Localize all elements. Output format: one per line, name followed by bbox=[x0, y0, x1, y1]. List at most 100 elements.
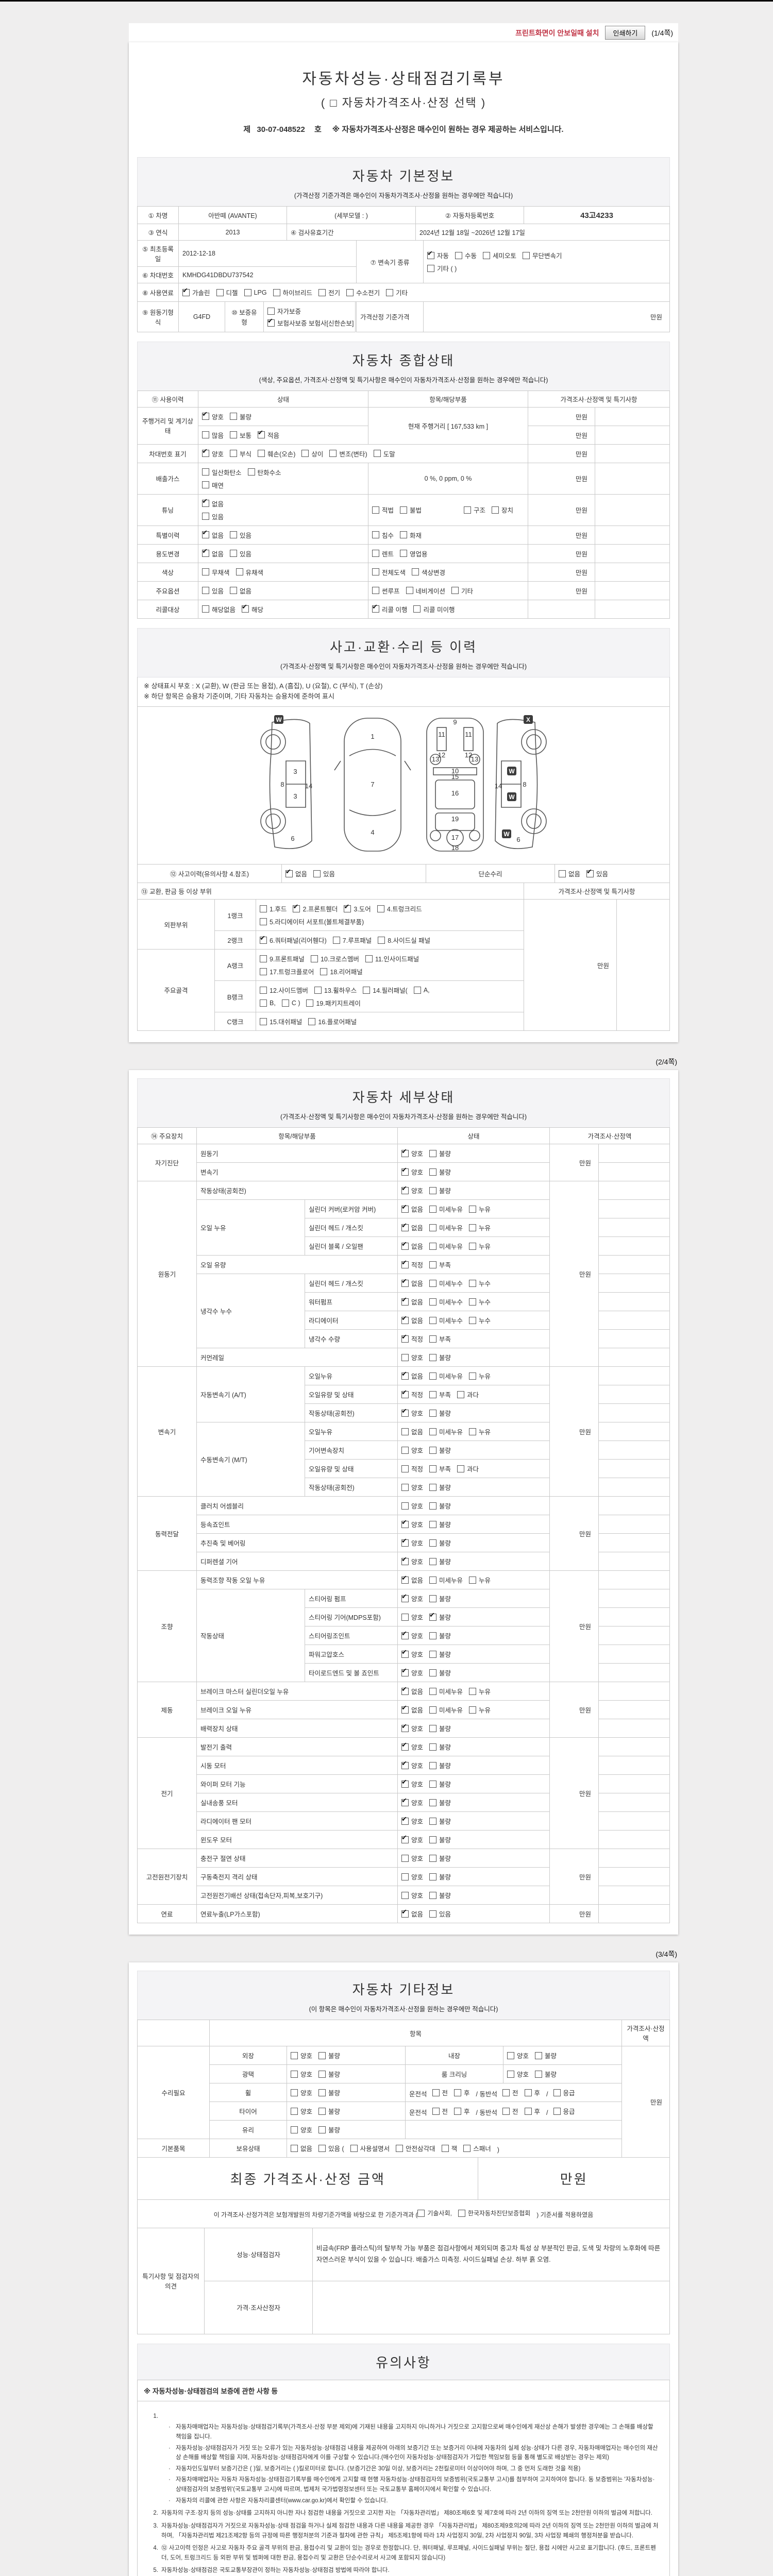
checkbox-icon[interactable] bbox=[507, 2070, 514, 2078]
checkbox-option[interactable]: 불량 bbox=[429, 1538, 451, 1548]
checkbox-option[interactable]: 양호 bbox=[401, 1147, 423, 1158]
checkbox-option[interactable]: 과다 bbox=[457, 1389, 479, 1399]
checkbox-option[interactable]: 불량 bbox=[429, 1779, 451, 1789]
checkbox-checked-icon[interactable] bbox=[401, 1797, 409, 1806]
checkbox-icon[interactable] bbox=[502, 2089, 510, 2096]
checkbox-icon[interactable] bbox=[291, 2107, 298, 2115]
checkbox-icon[interactable] bbox=[372, 568, 379, 575]
checkbox-icon[interactable] bbox=[230, 531, 238, 538]
checkbox-option[interactable]: 미세누유 bbox=[429, 1427, 463, 1436]
checkbox-option[interactable]: 불량 bbox=[429, 1649, 451, 1659]
checkbox-icon[interactable] bbox=[429, 1261, 437, 1268]
checkbox-option[interactable]: 없음 bbox=[230, 586, 251, 596]
checkbox-option[interactable]: 전기 bbox=[318, 287, 340, 297]
checkbox-icon[interactable] bbox=[365, 955, 373, 962]
checkbox-icon[interactable] bbox=[401, 1428, 409, 1435]
checkbox-icon[interactable] bbox=[429, 1595, 437, 1602]
checkbox-option[interactable]: 부족 bbox=[429, 1260, 451, 1269]
checkbox-checked-icon[interactable] bbox=[401, 1834, 409, 1843]
checkbox-icon[interactable] bbox=[429, 1372, 437, 1380]
checkbox-icon[interactable] bbox=[400, 531, 408, 538]
checkbox-option[interactable]: 양호 bbox=[401, 1612, 423, 1622]
checkbox-icon[interactable] bbox=[314, 986, 322, 994]
checkbox-option[interactable]: 변조(변타) bbox=[329, 449, 367, 459]
checkbox-checked-icon[interactable] bbox=[202, 447, 209, 457]
checkbox-icon[interactable] bbox=[260, 905, 267, 912]
checkbox-checked-icon[interactable] bbox=[401, 1592, 409, 1602]
checkbox-icon[interactable] bbox=[469, 1316, 477, 1324]
checkbox-option[interactable]: 있음 bbox=[230, 530, 251, 540]
checkbox-icon[interactable] bbox=[260, 1018, 267, 1025]
checkbox-icon[interactable] bbox=[483, 251, 491, 259]
checkbox-icon[interactable] bbox=[429, 1669, 437, 1676]
checkbox-option[interactable]: 없음 bbox=[401, 1222, 423, 1232]
checkbox-option[interactable]: 자동 bbox=[427, 249, 449, 260]
checkbox-checked-icon[interactable] bbox=[401, 1147, 409, 1157]
checkbox-option[interactable]: 없음 bbox=[401, 1427, 423, 1436]
checkbox-option[interactable]: 양호 bbox=[291, 2069, 312, 2079]
checkbox-checked-icon[interactable] bbox=[401, 1555, 409, 1565]
checkbox-icon[interactable] bbox=[429, 1242, 437, 1250]
checkbox-option[interactable]: 부족 bbox=[429, 1464, 451, 1473]
checkbox-option[interactable]: 양호 bbox=[291, 2125, 312, 2134]
checkbox-checked-icon[interactable] bbox=[401, 1574, 409, 1584]
checkbox-option[interactable]: 썬루프 bbox=[372, 586, 400, 596]
checkbox-option[interactable]: 불량 bbox=[429, 1148, 451, 1158]
checkbox-checked-icon[interactable] bbox=[401, 1388, 409, 1398]
checkbox-option[interactable]: 양호 bbox=[401, 1537, 423, 1548]
checkbox-option[interactable]: 불량 bbox=[429, 1798, 451, 1807]
checkbox-option[interactable]: 6.쿼터패널(리어휀다) bbox=[260, 934, 327, 945]
checkbox-option[interactable]: 누유 bbox=[469, 1427, 491, 1436]
checkbox-icon[interactable] bbox=[469, 1706, 477, 1714]
checkbox-option[interactable]: 색상변경 bbox=[412, 567, 445, 577]
checkbox-icon[interactable] bbox=[441, 2144, 449, 2152]
checkbox-option[interactable]: 탄화수소 bbox=[247, 467, 281, 477]
checkbox-option[interactable]: 전체도색 bbox=[372, 567, 406, 577]
checkbox-option[interactable]: 있음 bbox=[202, 512, 224, 521]
checkbox-option[interactable]: 미세누수 bbox=[429, 1297, 463, 1307]
checkbox-option[interactable]: 누유 bbox=[469, 1371, 491, 1381]
checkbox-option[interactable]: 기타 bbox=[451, 586, 473, 596]
checkbox-option[interactable]: 전 bbox=[432, 2088, 448, 2097]
checkbox-option[interactable]: 양호 bbox=[401, 1667, 423, 1677]
checkbox-checked-icon[interactable] bbox=[401, 1815, 409, 1825]
checkbox-option[interactable]: 없음 bbox=[291, 2143, 312, 2153]
checkbox-option[interactable]: 누유 bbox=[469, 1204, 491, 1214]
checkbox-option[interactable]: 양호 bbox=[401, 1778, 423, 1789]
checkbox-option[interactable]: 적정 bbox=[401, 1333, 423, 1344]
checkbox-option[interactable]: 없음 bbox=[202, 547, 224, 558]
checkbox-checked-icon[interactable] bbox=[258, 429, 265, 438]
checkbox-icon[interactable] bbox=[429, 1279, 437, 1287]
checkbox-checked-icon[interactable] bbox=[401, 1704, 409, 1714]
checkbox-checked-icon[interactable] bbox=[267, 317, 275, 327]
checkbox-icon[interactable] bbox=[401, 1446, 409, 1454]
checkbox-icon[interactable] bbox=[553, 2089, 561, 2096]
checkbox-option[interactable]: 보통 bbox=[230, 430, 251, 440]
checkbox-option[interactable]: 불량 bbox=[429, 1185, 451, 1195]
checkbox-option[interactable]: 적정 bbox=[401, 1259, 423, 1269]
checkbox-option[interactable]: 적정 bbox=[401, 1464, 423, 1473]
checkbox-option[interactable]: 없음 bbox=[202, 497, 224, 509]
checkbox-option[interactable]: 누유 bbox=[469, 1686, 491, 1696]
checkbox-icon[interactable] bbox=[318, 2107, 326, 2115]
checkbox-icon[interactable] bbox=[429, 1483, 437, 1491]
checkbox-option[interactable]: C ) bbox=[281, 999, 300, 1007]
checkbox-icon[interactable] bbox=[230, 587, 238, 594]
checkbox-option[interactable]: 누유 bbox=[469, 1241, 491, 1251]
checkbox-option[interactable]: 10.크로스멤버 bbox=[310, 954, 359, 963]
checkbox-icon[interactable] bbox=[406, 587, 413, 594]
checkbox-icon[interactable] bbox=[429, 1817, 437, 1825]
checkbox-option[interactable]: 적법 bbox=[372, 505, 394, 515]
checkbox-option[interactable]: 4.트렁크리드 bbox=[377, 904, 422, 913]
checkbox-option[interactable]: 불량 bbox=[230, 412, 251, 421]
checkbox-icon[interactable] bbox=[267, 307, 275, 315]
checkbox-icon[interactable] bbox=[559, 870, 566, 877]
checkbox-option[interactable]: 불량 bbox=[429, 1445, 451, 1455]
checkbox-option[interactable]: 양호 bbox=[401, 1184, 423, 1195]
checkbox-icon[interactable] bbox=[412, 568, 419, 575]
checkbox-icon[interactable] bbox=[202, 481, 209, 488]
checkbox-icon[interactable] bbox=[401, 1353, 409, 1361]
checkbox-option[interactable]: 없음 bbox=[401, 1277, 423, 1288]
checkbox-checked-icon[interactable] bbox=[401, 1630, 409, 1639]
checkbox-checked-icon[interactable] bbox=[202, 410, 209, 420]
